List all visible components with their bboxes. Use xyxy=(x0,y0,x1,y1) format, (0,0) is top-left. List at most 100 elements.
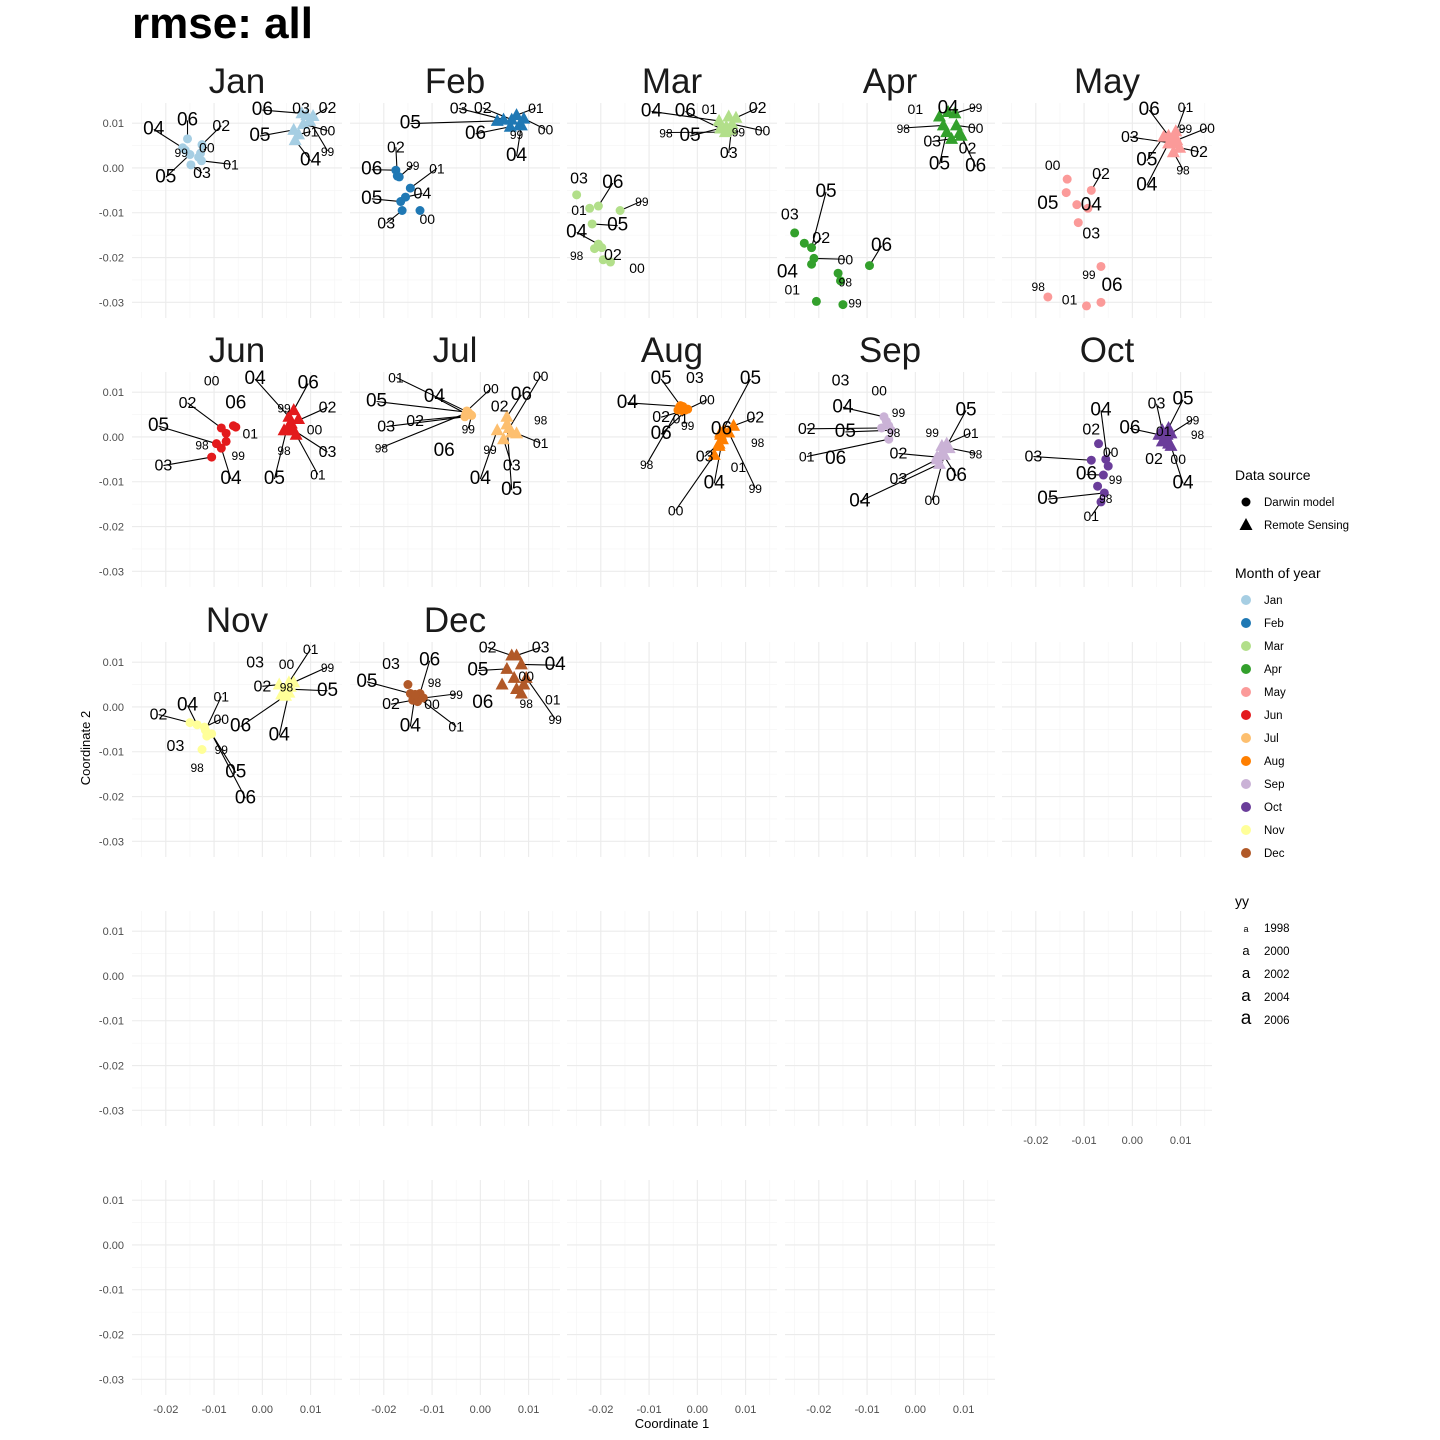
year-label: 05 xyxy=(815,181,836,202)
legend-key-glyph: a xyxy=(1243,924,1248,934)
x-tick-label: 0.01 xyxy=(953,1404,974,1416)
year-label: 06 xyxy=(965,156,986,177)
label-leader-line xyxy=(516,107,537,116)
darwin-point xyxy=(598,255,608,265)
year-label: 06 xyxy=(825,448,846,469)
darwin-point xyxy=(1043,292,1053,302)
year-label: 05 xyxy=(148,415,169,436)
facet-title: Jul xyxy=(433,331,478,370)
darwin-point xyxy=(1096,297,1106,307)
facet-panel xyxy=(567,911,777,1126)
label-leader-line xyxy=(475,126,511,135)
year-label: 00 xyxy=(871,383,887,399)
year-label: 99 xyxy=(232,449,246,463)
remote-sensing-point xyxy=(937,447,951,460)
year-label: 99 xyxy=(635,195,649,209)
remote-sensing-point xyxy=(500,409,514,422)
darwin-point xyxy=(467,410,477,420)
x-tick-label: -0.02 xyxy=(371,1404,396,1416)
year-label: 98 xyxy=(897,122,911,136)
facet-panel: 0.01 0.00 -0.01 -0.02 -0.03 -0.02 -0.01 0.00 0.0… xyxy=(99,1180,342,1416)
year-label: 02 xyxy=(491,398,509,415)
year-label: 98 xyxy=(969,447,983,461)
year-label: 06 xyxy=(602,172,623,193)
remote-sensing-point xyxy=(272,677,286,690)
legend-key-glyph: a xyxy=(1241,986,1251,1005)
year-label: 03 xyxy=(1024,449,1042,466)
y-tick-label: 0.01 xyxy=(103,926,124,938)
darwin-point xyxy=(194,152,204,162)
label-leader-line xyxy=(733,417,756,427)
label-leader-line xyxy=(366,681,411,695)
remote-sensing-point xyxy=(505,425,519,438)
darwin-point xyxy=(231,422,241,432)
label-leader-line xyxy=(597,182,614,207)
darwin-point xyxy=(572,190,582,200)
year-label: 06 xyxy=(177,109,198,130)
darwin-point xyxy=(864,261,874,271)
facet-title: Aug xyxy=(641,331,703,370)
remote-sensing-point xyxy=(718,125,732,138)
year-label: 05 xyxy=(1172,389,1193,410)
legend-label: 2002 xyxy=(1264,969,1290,981)
year-label: 03 xyxy=(696,449,714,466)
darwin-point xyxy=(833,268,843,278)
x-tick-label: -0.01 xyxy=(637,1404,662,1416)
darwin-point xyxy=(1086,185,1096,195)
year-label: 00 xyxy=(214,711,230,727)
label-leader-line xyxy=(651,110,720,122)
year-label: 01 xyxy=(303,641,319,657)
x-tick-label: -0.01 xyxy=(855,1404,880,1416)
year-label: 03 xyxy=(890,471,908,488)
year-label: 01 xyxy=(1156,423,1172,439)
label-leader-line xyxy=(1170,445,1184,484)
x-tick-label: 0.01 xyxy=(1170,1135,1191,1147)
facet-title: Sep xyxy=(859,331,921,370)
remote-sensing-point xyxy=(283,679,297,692)
label-leader-line xyxy=(273,430,288,480)
label-leader-line xyxy=(201,125,222,146)
year-label: 02 xyxy=(253,678,271,695)
year-label: 00 xyxy=(1170,451,1186,467)
darwin-point xyxy=(886,425,896,435)
label-leader-line xyxy=(646,409,679,465)
remote-sensing-point xyxy=(514,657,528,670)
year-label: 05 xyxy=(1136,150,1157,171)
year-label: 03 xyxy=(450,100,468,117)
x-tick-label: 0.00 xyxy=(470,1404,491,1416)
darwin-point xyxy=(605,257,615,267)
label-leader-line xyxy=(806,427,882,430)
year-label: 02 xyxy=(746,410,764,427)
year-label: 99 xyxy=(848,297,862,311)
year-label: 06 xyxy=(472,692,493,713)
facet-title: May xyxy=(1074,62,1141,101)
year-label: 06 xyxy=(871,235,892,256)
year-label: 03 xyxy=(720,145,738,162)
year-label: 04 xyxy=(143,118,165,139)
year-label: 00 xyxy=(320,123,336,139)
year-label: 06 xyxy=(361,159,382,180)
label-leader-line xyxy=(521,663,556,666)
darwin-point xyxy=(394,172,404,182)
darwin-point xyxy=(1099,488,1109,498)
year-label: 05 xyxy=(955,399,976,420)
remote-sensing-point xyxy=(510,648,524,661)
x-tick-label: 0.00 xyxy=(1122,1135,1143,1147)
year-label: 03 xyxy=(503,458,521,475)
remote-sensing-point xyxy=(940,438,954,451)
year-label: 04 xyxy=(1081,195,1103,216)
darwin-point xyxy=(221,428,231,438)
label-leader-line xyxy=(806,438,889,458)
x-tick-label: -0.01 xyxy=(202,1404,227,1416)
legend-label: 2004 xyxy=(1264,992,1290,1004)
darwin-point xyxy=(221,436,231,446)
facet-title: Oct xyxy=(1080,331,1135,370)
year-label: 01 xyxy=(223,156,239,172)
darwin-point xyxy=(615,206,625,215)
year-label: 99 xyxy=(406,159,420,173)
year-label: 00 xyxy=(838,251,854,267)
remote-sensing-point xyxy=(727,418,741,431)
legend-key-swatch xyxy=(1241,595,1251,605)
